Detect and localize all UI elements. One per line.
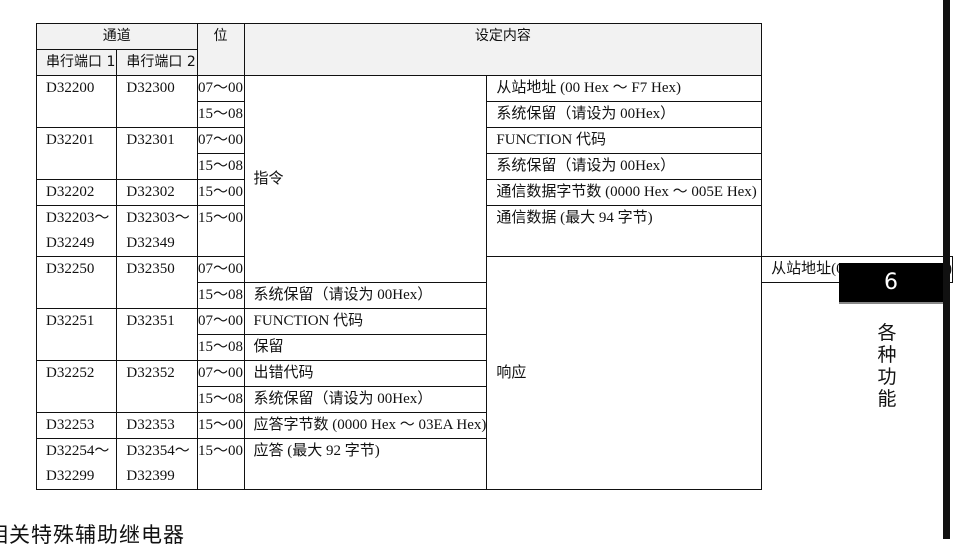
address-text: D32252 [46, 365, 95, 381]
port1-address: D32253 [35, 412, 118, 439]
address-text: D32250 [46, 261, 95, 277]
address-text: D32254～ [46, 443, 110, 459]
table-row: 15～08 系统保留（请设为 00Hex） [37, 282, 953, 309]
table-row: D32203～ D32249 D32303～ D32349 15～00 通信数据 (最大 … [35, 205, 953, 257]
group-label: 响应 [486, 256, 763, 490]
header-channel: 通道 [36, 23, 198, 50]
port2-address: D32352 [116, 360, 198, 413]
bit-range: 15～08 [196, 101, 245, 128]
header-port1: 串行端口 1 [35, 49, 118, 76]
address-text: D32351 [126, 313, 175, 329]
bit-range: 15～00 [196, 412, 245, 439]
port2-address: D32300 [116, 75, 198, 128]
port1-address: D32252 [35, 360, 118, 413]
address-text: D32300 [126, 80, 175, 96]
address-text: D32354～ [126, 443, 190, 459]
bit-range: 15～00 [196, 179, 245, 206]
port1-address: D32254～ D32299 [35, 438, 118, 490]
group-label: 指令 [243, 75, 488, 283]
setting-content: 应答 (最大 92 字节) [243, 438, 488, 490]
bit-range: 07～00 [196, 256, 245, 283]
port1-address: D32250 [35, 256, 118, 309]
setting-content: 出错代码 [243, 360, 488, 387]
setting-content: 保留 [243, 334, 488, 361]
setting-content: 系统保留（请设为 00Hex） [243, 386, 488, 413]
address-text: D32352 [126, 365, 175, 381]
table-row: 15～08 系统保留（请设为 00Hex） [37, 153, 953, 180]
setting-content: 通信数据字节数 (0000 Hex ～ 005E Hex) [486, 179, 763, 206]
address-text: D32349 [126, 235, 175, 251]
table-row: D32200 D32300 07～00 指令 从站地址 (00 Hex ～ F7 Hex… [35, 75, 953, 283]
address-text: D32299 [46, 468, 95, 484]
bit-range: 07～00 [196, 308, 245, 335]
port2-address: D32303～ D32349 [116, 205, 198, 257]
header-port2: 串行端口 2 [116, 49, 198, 76]
port1-address: D32251 [35, 308, 118, 361]
bit-range: 15～08 [196, 153, 245, 180]
table-row: 15～08 保留 [37, 334, 953, 361]
port2-address: D32353 [116, 412, 198, 439]
setting-content: 通信数据 (最大 94 字节) [486, 205, 763, 257]
address-text: D32200 [46, 80, 95, 96]
address-text: D32350 [126, 261, 175, 277]
table-row: D32254～ D32299 D32354～ D32399 15～00 应答 (最大 92… [35, 438, 953, 490]
table-row: D32202 D32302 15～00 通信数据字节数 (0000 Hex ～ 005… [35, 179, 953, 206]
bit-range: 07～00 [196, 75, 245, 102]
bit-range: 07～00 [196, 127, 245, 154]
port2-address: D32354～ D32399 [116, 438, 198, 490]
port2-address: D32302 [116, 179, 198, 206]
bit-range: 15～00 [196, 205, 245, 257]
address-text: D32201 [46, 132, 95, 148]
register-table: 通道位设定内容 串行端口 1 串行端口 2 D32200 D32300 07～00 指令… [35, 23, 953, 490]
chapter-tab: 6 [839, 263, 943, 304]
page-edge-bar [943, 0, 950, 539]
setting-content: 从站地址 (00 Hex ～ F7 Hex) [486, 75, 763, 102]
port2-address: D32351 [116, 308, 198, 361]
port2-address: D32301 [116, 127, 198, 180]
bit-range: 07～00 [196, 360, 245, 387]
address-text: D32203～ [46, 210, 110, 226]
table-row: 15～08 系统保留（请设为 00Hex） [37, 101, 953, 128]
address-text: D32303～ [126, 210, 190, 226]
port1-address: D32202 [35, 179, 118, 206]
table-row: D32201 D32301 07～00 FUNCTION 代码 [35, 127, 953, 180]
bit-range: 15～08 [196, 334, 245, 361]
section-heading: 相关特殊辅助继电器 [0, 523, 185, 547]
header-content: 设定内容 [243, 23, 763, 76]
setting-content: FUNCTION 代码 [486, 127, 763, 154]
port1-address: D32200 [35, 75, 118, 128]
chapter-title: 各种功能 [877, 322, 897, 410]
bit-range: 15～00 [196, 438, 245, 490]
header-bit: 位 [196, 23, 245, 76]
setting-content: 系统保留（请设为 00Hex） [486, 153, 763, 180]
table-row: D32251 D32351 07～00 FUNCTION 代码 [35, 308, 953, 361]
setting-content: 系统保留（请设为 00Hex） [486, 101, 763, 128]
port1-address: D32201 [35, 127, 118, 180]
address-text: D32302 [126, 184, 175, 200]
address-text: D32249 [46, 235, 95, 251]
address-text: D32251 [46, 313, 95, 329]
bit-range: 15～08 [196, 386, 245, 413]
port2-address: D32350 [116, 256, 198, 309]
address-text: D32301 [126, 132, 175, 148]
bit-range: 15～08 [196, 282, 245, 309]
table-row: D32253 D32353 15～00 应答字节数 (0000 Hex ～ 03EA … [35, 412, 953, 439]
address-text: D32202 [46, 184, 95, 200]
address-text: D32353 [126, 417, 175, 433]
setting-content: 应答字节数 (0000 Hex ～ 03EA Hex) [243, 412, 488, 439]
address-text: D32399 [126, 468, 175, 484]
port1-address: D32203～ D32249 [35, 205, 118, 257]
setting-content: FUNCTION 代码 [243, 308, 488, 335]
table-row: D32252 D32352 07～00 出错代码 [35, 360, 953, 413]
setting-content: 系统保留（请设为 00Hex） [243, 282, 488, 309]
address-text: D32253 [46, 417, 95, 433]
